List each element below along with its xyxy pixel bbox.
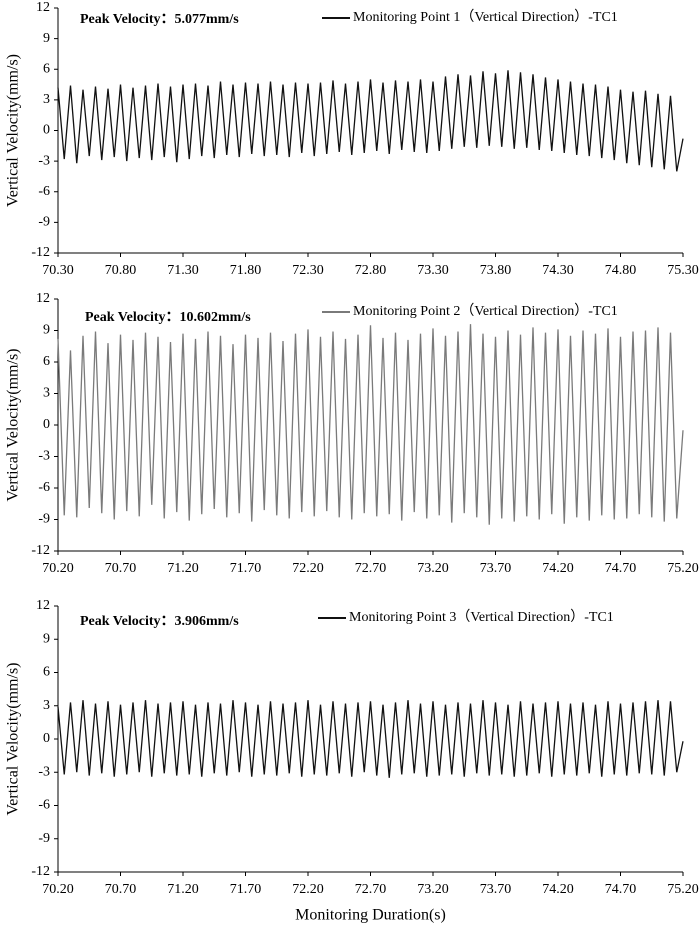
y-tick-label: 6 (43, 354, 50, 369)
x-tick-label: 70.80 (105, 263, 137, 278)
legend-label: Monitoring Point 3（Vertical Direction）-T… (349, 609, 614, 625)
y-axis-label: Vertical Velocity(mm/s) (5, 663, 22, 816)
y-tick-label: 9 (43, 323, 50, 338)
x-tick-label: 70.20 (42, 561, 74, 576)
y-tick-label: 12 (36, 598, 50, 613)
y-tick-label: 12 (36, 0, 50, 15)
x-tick-label: 73.70 (480, 882, 512, 897)
annotation: Peak Velocity：10.602mm/s (85, 310, 251, 325)
y-tick-label: -12 (31, 543, 50, 558)
y-tick-label: 3 (43, 386, 50, 401)
annotation: Peak Velocity：3.906mm/s (80, 614, 239, 629)
y-tick-label: 0 (43, 731, 50, 746)
y-tick-label: 0 (43, 123, 50, 138)
legend-label: Monitoring Point 2（Vertical Direction）-T… (353, 303, 618, 319)
y-tick-label: -9 (38, 831, 50, 846)
x-tick-label: 70.70 (105, 561, 137, 576)
y-tick-label: -9 (38, 512, 50, 527)
x-tick-label: 73.70 (480, 561, 512, 576)
x-tick-label: 74.20 (542, 561, 574, 576)
x-axis-label: Monitoring Duration(s) (295, 907, 446, 924)
x-tick-label: 70.30 (42, 263, 74, 278)
series-line (57, 700, 684, 778)
y-tick-label: 9 (43, 31, 50, 46)
x-tick-label: 72.20 (292, 882, 324, 897)
x-tick-label: 72.30 (292, 263, 324, 278)
x-tick-label: 72.80 (355, 263, 387, 278)
x-tick-label: 71.70 (230, 561, 262, 576)
x-tick-label: 71.20 (167, 882, 199, 897)
x-tick-label: 74.80 (605, 263, 637, 278)
y-tick-label: 6 (43, 61, 50, 76)
y-tick-label: -12 (31, 245, 50, 260)
x-tick-label: 70.20 (42, 882, 74, 897)
x-tick-label: 71.80 (230, 263, 262, 278)
x-tick-label: 75.30 (667, 263, 699, 278)
x-tick-label: 75.20 (667, 561, 699, 576)
x-tick-label: 74.30 (542, 263, 574, 278)
y-tick-label: -9 (38, 215, 50, 230)
x-tick-label: 72.20 (292, 561, 324, 576)
series-line (57, 324, 684, 525)
x-tick-label: 75.20 (667, 882, 699, 897)
x-tick-label: 74.70 (605, 561, 637, 576)
y-tick-label: 3 (43, 92, 50, 107)
x-tick-label: 73.20 (417, 561, 449, 576)
x-tick-label: 72.70 (355, 561, 387, 576)
y-tick-label: 0 (43, 417, 50, 432)
x-tick-label: 74.70 (605, 882, 637, 897)
y-tick-label: -3 (38, 764, 50, 779)
legend-label: Monitoring Point 1（Vertical Direction）-T… (353, 9, 618, 25)
y-tick-label: -6 (38, 798, 50, 813)
x-tick-label: 72.70 (355, 882, 387, 897)
x-tick-label: 71.70 (230, 882, 262, 897)
x-tick-label: 70.70 (105, 882, 137, 897)
x-tick-label: 71.20 (167, 561, 199, 576)
y-tick-label: 9 (43, 631, 50, 646)
y-tick-label: 6 (43, 665, 50, 680)
y-tick-label: 12 (36, 291, 50, 306)
series-line (57, 70, 684, 172)
y-tick-label: -6 (38, 184, 50, 199)
y-tick-label: -3 (38, 449, 50, 464)
x-tick-label: 71.30 (167, 263, 199, 278)
y-tick-label: -3 (38, 153, 50, 168)
annotation: Peak Velocity：5.077mm/s (80, 12, 239, 27)
y-axis-label: Vertical Velocity(mm/s) (5, 349, 22, 502)
x-tick-label: 73.20 (417, 882, 449, 897)
y-axis-label: Vertical Velocity(mm/s) (5, 54, 22, 207)
y-tick-label: 3 (43, 698, 50, 713)
x-tick-label: 73.80 (480, 263, 512, 278)
y-tick-label: -12 (31, 864, 50, 879)
x-tick-label: 73.30 (417, 263, 449, 278)
x-tick-label: 74.20 (542, 882, 574, 897)
y-tick-label: -6 (38, 480, 50, 495)
